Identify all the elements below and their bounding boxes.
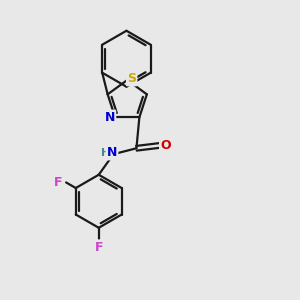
Text: S: S	[127, 72, 136, 85]
Text: N: N	[107, 146, 117, 159]
Text: F: F	[54, 176, 62, 189]
Text: N: N	[105, 111, 115, 124]
Text: O: O	[160, 139, 171, 152]
Text: F: F	[94, 241, 103, 254]
Text: H: H	[101, 148, 111, 158]
